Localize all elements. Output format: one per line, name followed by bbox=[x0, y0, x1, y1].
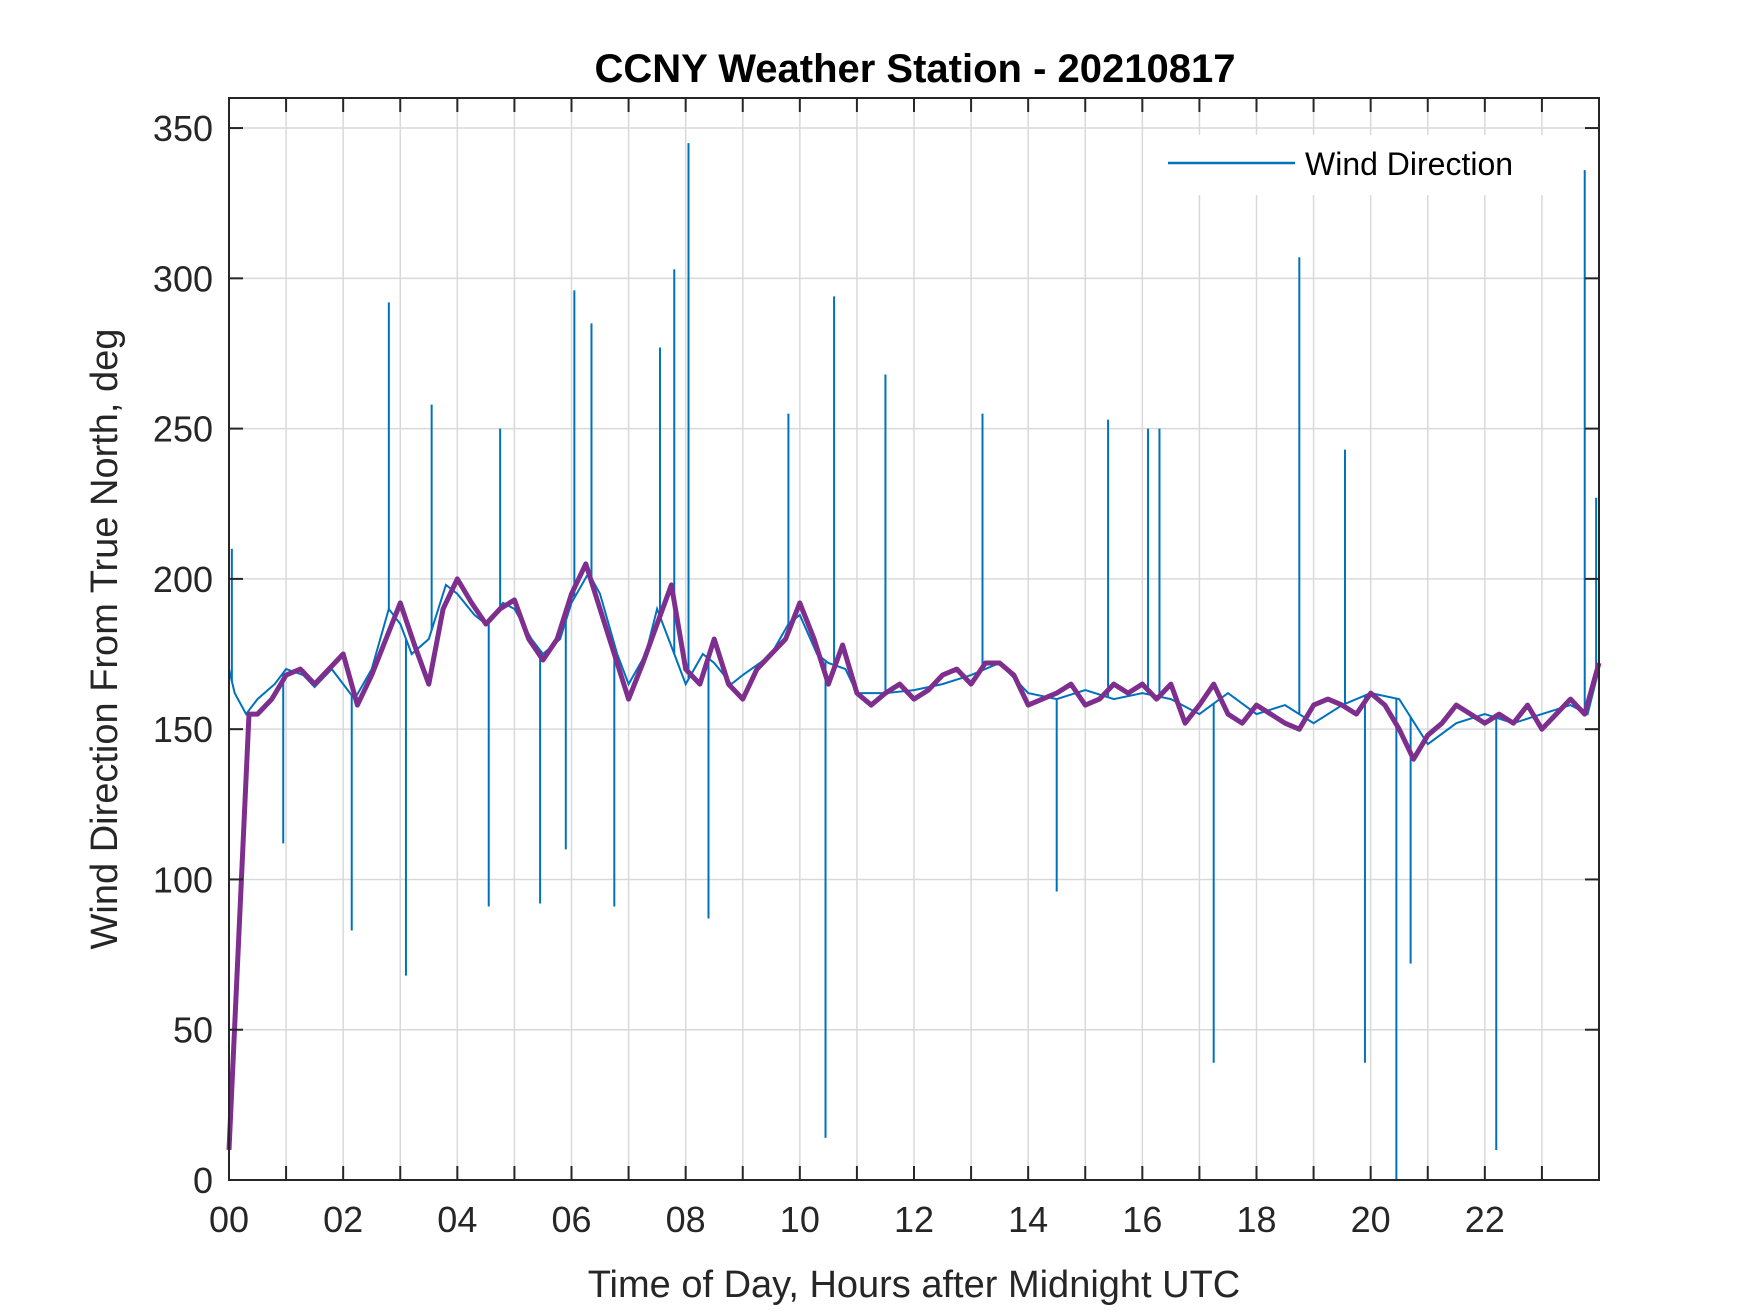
legend-box bbox=[1160, 135, 1560, 195]
y-tick-label: 50 bbox=[173, 1010, 213, 1051]
x-tick-label: 18 bbox=[1236, 1199, 1276, 1240]
legend: Wind Direction bbox=[1160, 135, 1560, 195]
data-plot bbox=[226, 143, 1602, 1180]
x-tick-label: 22 bbox=[1465, 1199, 1505, 1240]
x-tick-label: 16 bbox=[1122, 1199, 1162, 1240]
y-tick-label: 150 bbox=[153, 709, 213, 750]
x-tick-label: 06 bbox=[551, 1199, 591, 1240]
y-tick-label: 200 bbox=[153, 559, 213, 600]
y-tick-label: 100 bbox=[153, 859, 213, 900]
x-tick-label: 14 bbox=[1008, 1199, 1048, 1240]
chart-title: CCNY Weather Station - 20210817 bbox=[595, 47, 1236, 91]
grid bbox=[229, 98, 1599, 1180]
legend-entry-wind-direction: Wind Direction bbox=[1305, 146, 1513, 182]
ticks: 00 02 04 06 08 10 12 14 16 18 20 22 0 50 100 150 200 250 3… bbox=[153, 98, 1599, 1240]
smoothed-wind-direction-line bbox=[226, 561, 1602, 1151]
y-tick-label: 0 bbox=[193, 1160, 213, 1201]
x-tick-label: 20 bbox=[1351, 1199, 1391, 1240]
x-tick-label: 12 bbox=[894, 1199, 934, 1240]
y-tick-label: 250 bbox=[153, 409, 213, 450]
y-tick-label: 300 bbox=[153, 258, 213, 299]
x-tick-label: 08 bbox=[666, 1199, 706, 1240]
y-axis-label: Wind Direction From True North, deg bbox=[84, 329, 126, 950]
x-tick-label: 00 bbox=[209, 1199, 249, 1240]
x-tick-label: 04 bbox=[437, 1199, 477, 1240]
x-tick-label: 10 bbox=[780, 1199, 820, 1240]
y-tick-label: 350 bbox=[153, 108, 213, 149]
x-axis-label: Time of Day, Hours after Midnight UTC bbox=[588, 1264, 1241, 1306]
x-tick-label: 02 bbox=[323, 1199, 363, 1240]
